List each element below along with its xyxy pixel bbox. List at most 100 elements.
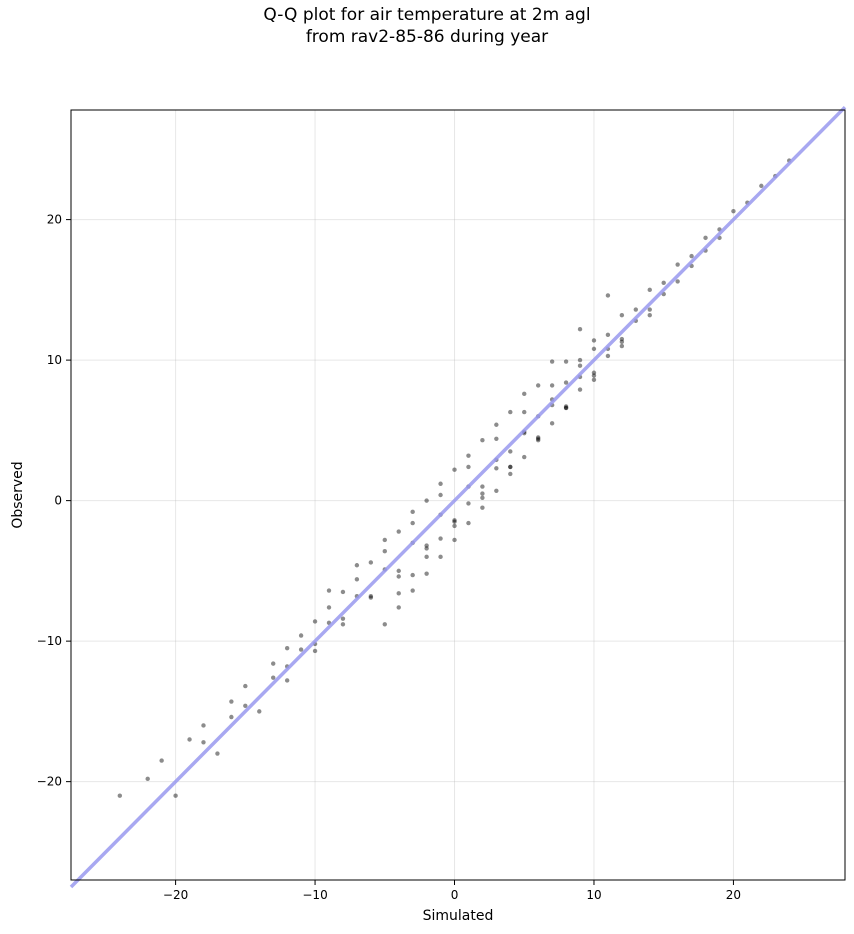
qq-point (410, 509, 415, 515)
x-tick-label-1: −10 (302, 888, 327, 902)
qq-point (480, 484, 485, 489)
qq-point (647, 287, 652, 293)
qq-point (480, 438, 485, 443)
qq-point (382, 549, 387, 554)
grid-lines (71, 110, 845, 880)
y-tick-label-1: −10 (37, 634, 62, 648)
qq-point (424, 571, 429, 576)
y-tick-label-2: 0 (54, 494, 62, 508)
qq-point (480, 495, 485, 501)
qq-point (522, 391, 527, 397)
plot-frame (70, 109, 846, 881)
qq-point (703, 235, 708, 241)
qq-point (424, 554, 429, 560)
qq-point (591, 377, 597, 382)
qq-point (340, 622, 346, 627)
qq-point (633, 307, 639, 312)
reference-line-group (69, 105, 847, 889)
qq-point (535, 383, 541, 388)
qq-point (452, 467, 457, 472)
qq-point (591, 338, 597, 343)
qq-point (368, 595, 374, 600)
qq-point (382, 537, 387, 543)
qq-point (508, 464, 513, 470)
axis-ticks: −20 −10 0 10 20 −20 −10 0 10 20 (37, 213, 741, 902)
qq-point (257, 709, 262, 714)
qq-point (271, 661, 276, 666)
y-tick-label-3: 10 (47, 353, 62, 367)
qq-point (522, 409, 527, 415)
qq-series-3 (201, 312, 652, 745)
qq-point (605, 332, 611, 338)
qq-series-7 (326, 293, 611, 593)
qq-point (354, 563, 360, 568)
x-tick-label-4: 20 (726, 888, 741, 902)
y-axis-label: Observed (10, 461, 26, 528)
qq-point (117, 793, 123, 798)
qq-point (591, 370, 597, 375)
qq-point (508, 471, 513, 477)
chart-title-line-1: Q-Q plot for air temperature at 2m agl (263, 5, 591, 25)
qq-point (396, 568, 401, 574)
qq-point (494, 422, 499, 427)
qq-point (591, 373, 597, 378)
qq-point (675, 279, 680, 284)
qq-point (298, 633, 304, 638)
qq-point (508, 409, 513, 415)
scatter-points (117, 158, 792, 798)
qq-point (508, 464, 513, 470)
qq-point (452, 518, 457, 523)
qq-point (466, 464, 471, 470)
qq-point (284, 678, 290, 683)
qq-point (438, 536, 443, 541)
qq-point (494, 488, 499, 493)
qq-point (424, 543, 429, 548)
qq-point (396, 574, 401, 579)
qq-point (759, 183, 764, 189)
qq-point (452, 537, 457, 543)
qq-point (480, 505, 485, 510)
qq-point (577, 326, 583, 332)
qq-point (591, 346, 597, 352)
qq-point (563, 404, 569, 409)
qq-series-6 (396, 346, 597, 596)
reference-line (69, 105, 847, 889)
qq-point (145, 776, 150, 782)
x-axis-label: Simulated (423, 908, 494, 924)
qq-point (284, 645, 290, 651)
qq-point (438, 481, 443, 486)
qq-point (396, 591, 401, 596)
qq-point (354, 577, 360, 582)
qq-point (647, 312, 652, 318)
qq-point (577, 363, 583, 368)
qq-point (619, 336, 625, 342)
y-tick-label-4: 20 (47, 213, 62, 227)
x-tick-label-0: −20 (163, 888, 188, 902)
x-tick-label-3: 10 (586, 888, 601, 902)
qq-point (619, 343, 625, 349)
qq-point (647, 307, 652, 312)
qq-point (243, 683, 248, 689)
qq-point (340, 589, 346, 595)
qq-point (438, 492, 443, 498)
chart-title: Q-Q plot for air temperature at 2m agl f… (0, 4, 854, 48)
qq-point (508, 449, 513, 454)
qq-point (605, 353, 611, 359)
qq-point (619, 312, 625, 318)
qq-point (312, 648, 318, 654)
qq-point (215, 751, 220, 756)
qq-point (159, 758, 164, 763)
qq-point (396, 529, 401, 534)
qq-point (535, 436, 541, 441)
qq-point (340, 616, 346, 621)
qq-point (298, 647, 304, 652)
qq-point (466, 453, 471, 458)
qq-point (452, 519, 457, 524)
qq-point (424, 546, 429, 551)
qq-point (577, 357, 583, 363)
qq-point (201, 723, 206, 728)
qq-point (326, 605, 332, 610)
qq-point (410, 520, 415, 526)
qq-point (201, 740, 206, 745)
